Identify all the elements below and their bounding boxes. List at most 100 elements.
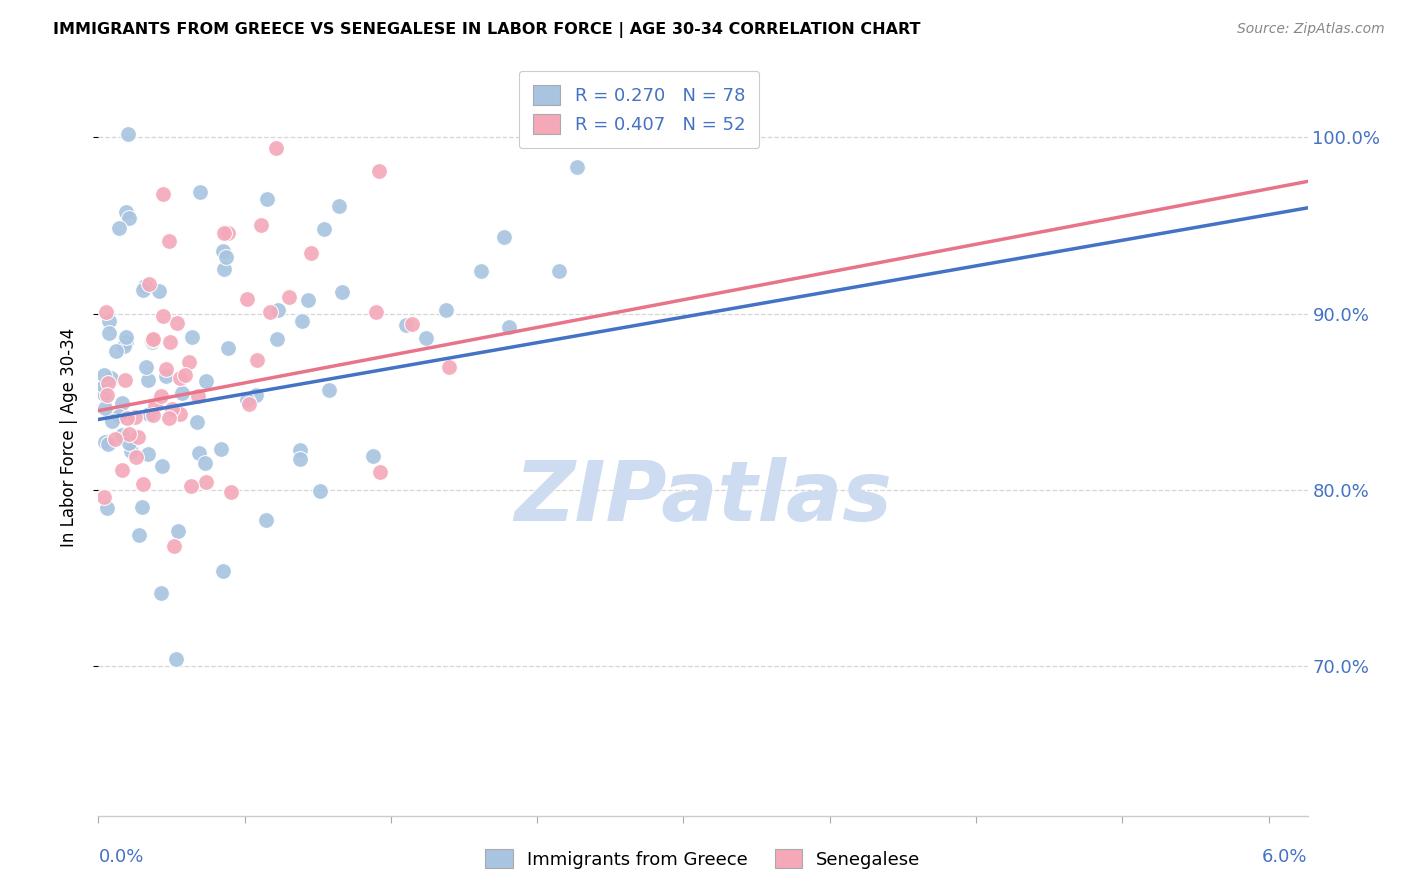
Legend: Immigrants from Greece, Senegalese: Immigrants from Greece, Senegalese [478,842,928,876]
Point [157,410,180,425]
Point [187,446,209,460]
Point [141,335,163,350]
Point [209,442,232,456]
Point [118,427,141,442]
Point [250,219,273,233]
Point [110,396,132,410]
Point [212,244,235,259]
Point [564,127,586,141]
Point [368,164,391,178]
Point [132,283,155,297]
Point [96,304,118,318]
Point [114,334,136,349]
Point [436,303,458,318]
Point [312,222,335,236]
Point [328,199,350,213]
Point [152,186,174,201]
Point [186,415,208,429]
Point [174,368,197,382]
Legend: R = 0.270   N = 78, R = 0.407   N = 52: R = 0.270 N = 78, R = 0.407 N = 52 [519,70,759,148]
Point [134,279,156,293]
Point [254,513,277,527]
Text: 0.0%: 0.0% [98,848,143,866]
Point [105,344,128,359]
Point [118,436,141,450]
Point [266,332,288,346]
Point [160,401,183,416]
Point [238,397,260,411]
Point [470,264,492,278]
Point [94,434,117,449]
Point [169,370,191,384]
Point [149,586,172,600]
Point [152,310,174,324]
Point [118,211,141,225]
Point [267,302,290,317]
Point [187,389,209,403]
Point [288,451,311,466]
Point [169,407,191,421]
Point [215,250,238,264]
Point [170,385,193,400]
Point [195,374,218,388]
Point [97,437,120,451]
Point [194,457,217,471]
Text: IMMIGRANTS FROM GREECE VS SENEGALESE IN LABOR FORCE | AGE 30-34 CORRELATION CHAR: IMMIGRANTS FROM GREECE VS SENEGALESE IN … [53,22,921,38]
Point [159,334,181,349]
Point [136,373,159,387]
Point [141,332,163,346]
Point [330,285,353,299]
Point [364,304,387,318]
Point [194,475,217,489]
Point [97,376,120,390]
Point [278,290,301,304]
Point [498,320,520,334]
Point [259,305,281,319]
Point [93,387,115,401]
Point [534,127,557,141]
Point [217,342,239,356]
Point [117,127,139,141]
Point [136,447,159,461]
Point [395,318,418,332]
Point [93,490,115,504]
Point [166,524,188,538]
Point [124,410,146,425]
Point [112,338,135,352]
Point [110,428,132,442]
Point [290,443,312,458]
Point [318,383,340,397]
Point [138,277,160,292]
Point [152,458,174,473]
Point [308,484,330,499]
Point [93,368,115,383]
Point [180,479,202,493]
Point [166,316,188,330]
Point [245,388,267,402]
Point [212,262,235,277]
Point [297,293,319,307]
Point [149,389,172,403]
Point [155,369,177,384]
Point [401,317,423,331]
Point [115,204,138,219]
Point [299,245,322,260]
Point [256,192,278,206]
Point [125,450,148,464]
Point [291,314,314,328]
Point [221,485,243,500]
Point [135,359,157,374]
Point [96,387,118,401]
Point [115,330,138,344]
Point [111,463,134,477]
Point [547,264,569,278]
Point [177,355,200,369]
Point [157,234,180,248]
Point [131,500,153,514]
Point [264,140,287,154]
Point [236,292,259,306]
Point [217,227,239,241]
Point [127,429,149,443]
Point [104,432,127,446]
Point [114,373,136,387]
